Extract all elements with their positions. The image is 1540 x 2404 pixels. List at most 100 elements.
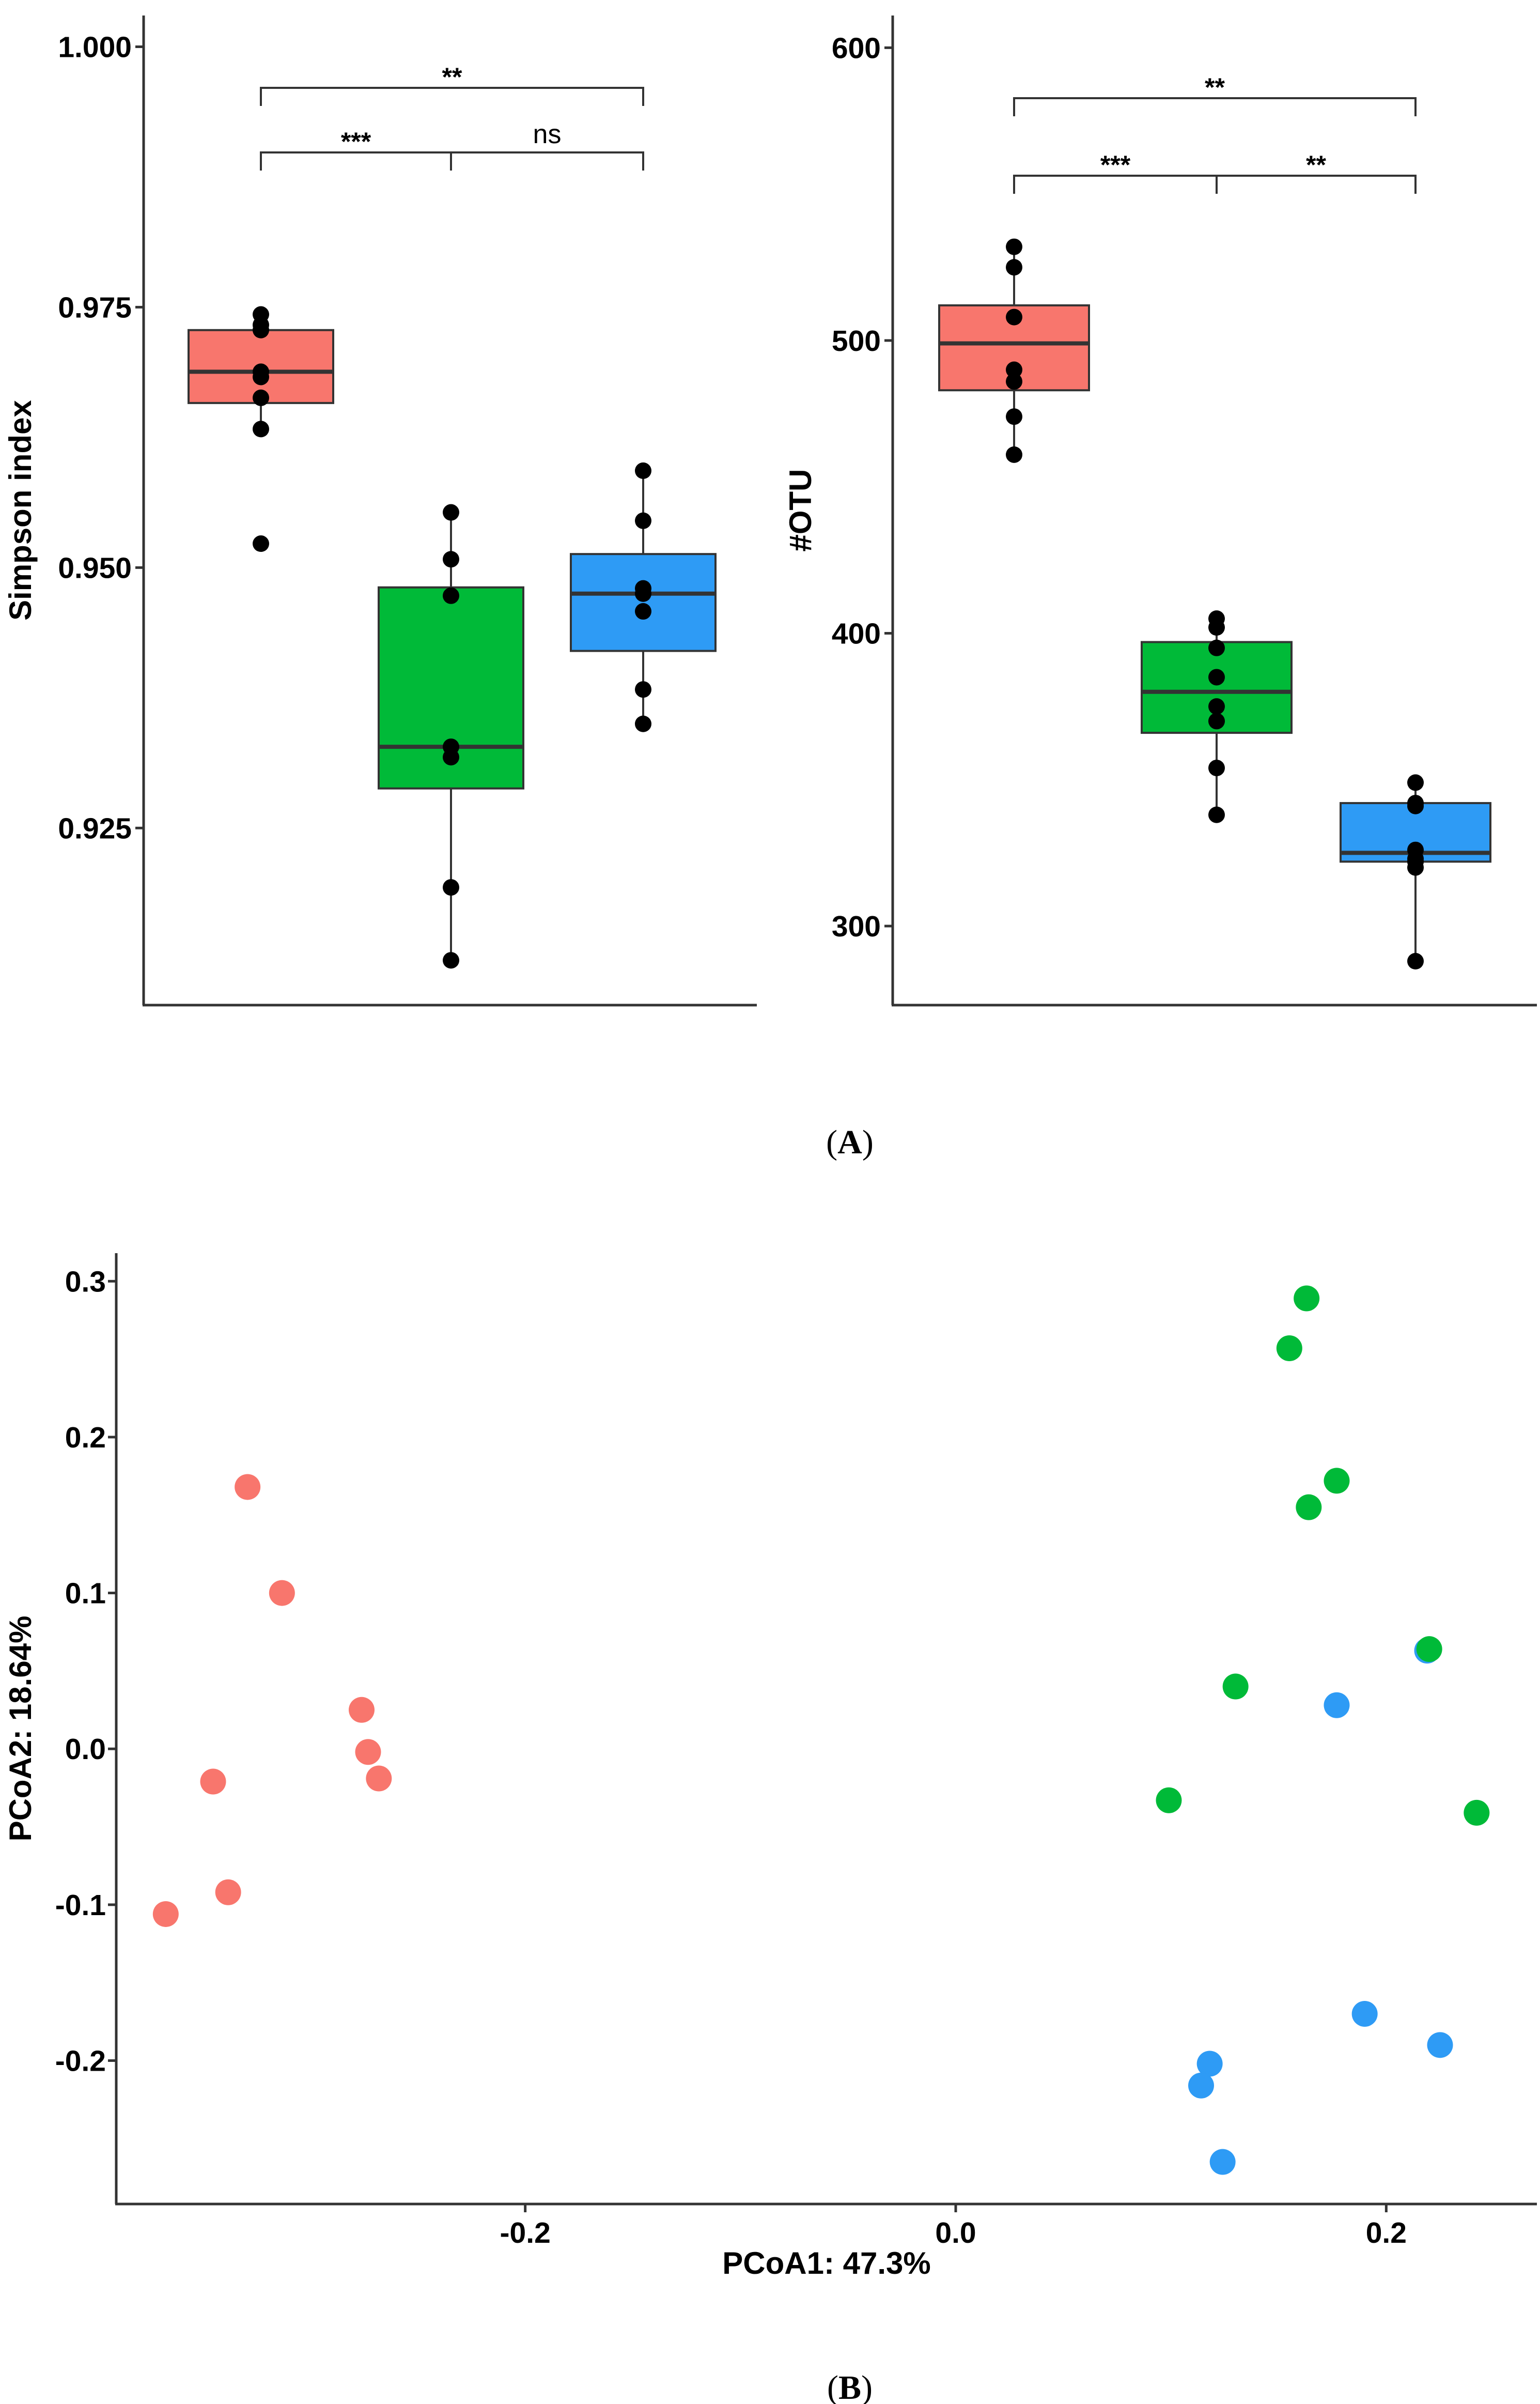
pcoa-data-point (1294, 1285, 1320, 1312)
simpson-data-point (253, 368, 269, 386)
simpson-y-tick-label: 0.925 (58, 812, 132, 845)
pcoa-scatter-panel: -0.2 -0.1 0.0 0.1 0.2 0.3 -0.2 0.0 0.2 PCoA1: 47.… (3, 1253, 1537, 2280)
simpson-y-axis-title: Simpson index (3, 400, 38, 621)
simpson-data-point (635, 512, 651, 529)
pcoa-data-point (215, 1879, 241, 1905)
otu-data-point (1407, 797, 1424, 814)
otu-data-point (1006, 309, 1022, 326)
simpson-y-tick-label: 0.950 (58, 551, 132, 584)
pcoa-data-point (1156, 1787, 1182, 1813)
otu-data-point (1208, 713, 1225, 730)
simpson-significance-label: *** (341, 127, 371, 156)
pcoa-x-axis-title: PCoA1: 47.3% (722, 2246, 930, 2280)
pcoa-data-point (1464, 1799, 1490, 1826)
simpson-data-point (253, 389, 269, 406)
pcoa-y-tick-label: 0.1 (65, 1577, 106, 1610)
simpson-data-point (253, 535, 269, 552)
caption-b-close: ) (861, 2369, 873, 2404)
otu-data-point (1208, 806, 1225, 823)
otu-data-point (1208, 619, 1225, 636)
otu-data-point (1208, 639, 1225, 656)
simpson-data-point (253, 421, 269, 438)
pcoa-data-point (235, 1474, 261, 1500)
pcoa-data-point (1196, 2051, 1223, 2077)
simpson-data-point (635, 681, 651, 698)
otu-y-tick-label: 400 (832, 617, 881, 650)
simpson-box (570, 553, 717, 652)
pcoa-x-tick-label: -0.2 (500, 2216, 551, 2249)
simpson-y-tick-label: 1.000 (58, 30, 132, 64)
simpson-data-point (253, 321, 269, 338)
otu-data-point (1006, 408, 1022, 425)
pcoa-data-point (200, 1768, 226, 1795)
pcoa-data-point (1209, 2149, 1236, 2175)
caption-b-open: ( (827, 2369, 838, 2404)
otu-significance-label: ** (1205, 73, 1225, 102)
otu-data-point (1006, 238, 1022, 255)
pcoa-y-axis-title: PCoA2: 18.64% (3, 1616, 38, 1842)
otu-significance-bracket (1216, 175, 1417, 194)
simpson-y-tick-label: 0.975 (58, 291, 132, 324)
otu-data-point (1407, 859, 1424, 876)
pcoa-data-point (1276, 1335, 1302, 1361)
pcoa-data-point (1351, 2001, 1378, 2027)
otu-data-point (1407, 953, 1424, 970)
otu-data-point (1407, 774, 1424, 791)
caption-a: (A) (826, 1123, 874, 1161)
simpson-box (378, 586, 524, 790)
pcoa-y-tick-label: 0.0 (65, 1733, 106, 1766)
simpson-data-point (443, 952, 459, 969)
pcoa-data-point (1427, 2032, 1453, 2058)
pcoa-y-tick-label: -0.2 (55, 2044, 106, 2077)
otu-y-tick-label: 500 (832, 325, 881, 358)
caption-b-label: B (838, 2369, 861, 2404)
otu-data-point (1006, 361, 1022, 378)
pcoa-data-point (269, 1580, 295, 1606)
simpson-data-point (635, 715, 651, 732)
simpson-data-point (635, 603, 651, 620)
caption-a-close: ) (862, 1123, 874, 1161)
otu-data-point (1208, 698, 1225, 715)
otu-significance-label: *** (1100, 150, 1131, 179)
otu-data-point (1006, 373, 1022, 390)
simpson-significance-bracket (450, 151, 644, 171)
simpson-significance-bracket (260, 87, 644, 106)
pcoa-data-point (1324, 1468, 1350, 1494)
pcoa-data-point (349, 1697, 375, 1723)
simpson-data-point (443, 749, 459, 766)
pcoa-data-point (152, 1901, 179, 1927)
otu-data-point (1006, 259, 1022, 276)
simpson-data-point (443, 587, 459, 604)
otu-data-point (1208, 760, 1225, 777)
pcoa-data-point (1324, 1692, 1350, 1718)
otu-y-tick-label: 600 (832, 32, 881, 65)
pcoa-data-point (1222, 1673, 1249, 1700)
simpson-data-point (635, 585, 651, 602)
otu-data-point (1208, 669, 1225, 686)
otu-data-point (1006, 446, 1022, 463)
pcoa-data-point (1296, 1494, 1322, 1520)
pcoa-data-point (1188, 2072, 1214, 2099)
otu-y-axis-title: #OTU (783, 469, 818, 551)
pcoa-data-point (1416, 1636, 1442, 1662)
simpson-significance-label: ns (533, 119, 562, 149)
simpson-data-point (443, 504, 459, 521)
simpson-data-point (443, 551, 459, 568)
pcoa-data-point (355, 1739, 381, 1765)
pcoa-y-tick-label: -0.1 (55, 1889, 106, 1922)
otu-significance-bracket (1013, 97, 1417, 116)
simpson-data-point (443, 879, 459, 896)
caption-a-open: ( (826, 1123, 837, 1161)
otu-significance-label: ** (1306, 150, 1326, 179)
simpson-significance-label: ** (442, 63, 462, 91)
caption-b: (B) (827, 2369, 873, 2404)
pcoa-y-tick-label: 0.2 (65, 1421, 106, 1454)
caption-a-label: A (837, 1123, 862, 1161)
otu-y-tick-label: 300 (832, 910, 881, 943)
pcoa-x-tick-label: 0.0 (935, 2216, 976, 2249)
pcoa-data-point (366, 1765, 392, 1792)
pcoa-y-tick-label: 0.3 (65, 1265, 106, 1298)
